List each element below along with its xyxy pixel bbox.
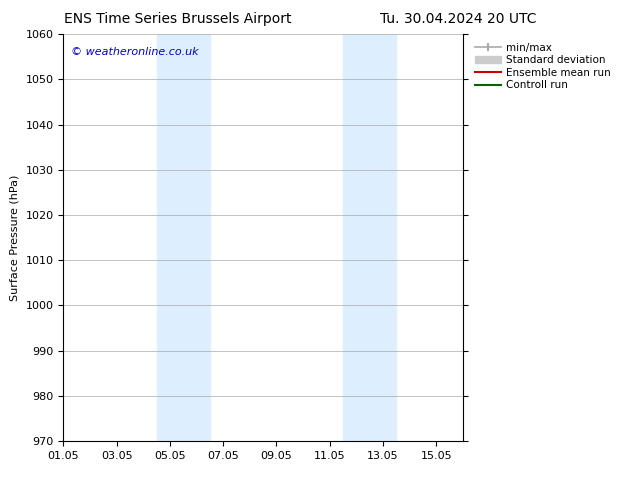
Bar [343, 34, 396, 441]
Text: Tu. 30.04.2024 20 UTC: Tu. 30.04.2024 20 UTC [380, 12, 537, 26]
Text: ENS Time Series Brussels Airport: ENS Time Series Brussels Airport [64, 12, 291, 26]
Y-axis label: Surface Pressure (hPa): Surface Pressure (hPa) [10, 174, 20, 301]
Legend: min/max, Standard deviation, Ensemble mean run, Controll run: min/max, Standard deviation, Ensemble me… [472, 40, 614, 94]
Text: © weatheronline.co.uk: © weatheronline.co.uk [72, 47, 199, 56]
Bar [157, 34, 210, 441]
